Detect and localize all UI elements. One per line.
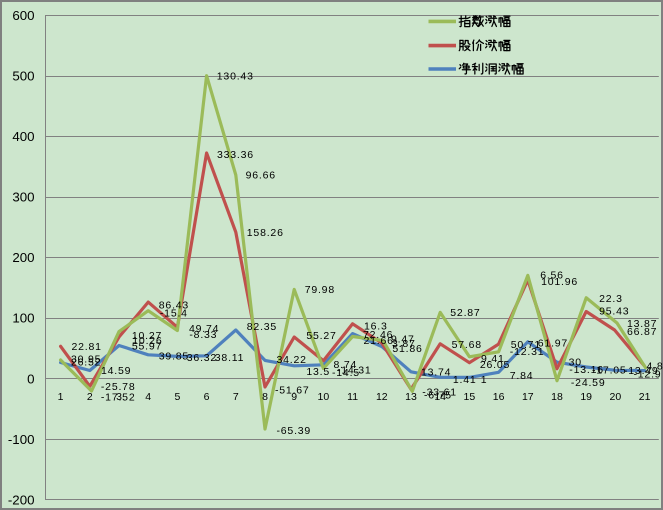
svg-text:-51.67: -51.67 — [275, 385, 310, 397]
svg-text:-17.05: -17.05 — [592, 365, 627, 377]
svg-text:333.36: 333.36 — [217, 149, 254, 161]
svg-text:-13.49: -13.49 — [624, 365, 659, 377]
svg-text:-200: -200 — [8, 492, 35, 507]
svg-text:1.41: 1.41 — [453, 374, 477, 386]
svg-text:30.95: 30.95 — [71, 353, 101, 365]
svg-text:-14.5: -14.5 — [332, 367, 360, 379]
svg-text:-25.78: -25.78 — [101, 381, 136, 393]
svg-text:4: 4 — [145, 391, 151, 403]
svg-text:22.81: 22.81 — [72, 341, 102, 353]
svg-text:38.11: 38.11 — [215, 352, 245, 364]
svg-text:15: 15 — [464, 391, 476, 403]
svg-text:8.74: 8.74 — [334, 359, 358, 371]
svg-text:-12.31: -12.31 — [510, 346, 545, 358]
svg-text:9.47: 9.47 — [391, 334, 415, 346]
svg-text:-65.39: -65.39 — [277, 425, 312, 437]
svg-text:95.43: 95.43 — [599, 306, 629, 318]
svg-text:13: 13 — [405, 391, 417, 403]
svg-text:4.8: 4.8 — [647, 361, 663, 373]
svg-text:51.86: 51.86 — [392, 343, 422, 355]
svg-text:-6.75: -6.75 — [424, 390, 452, 402]
svg-text:-17.52: -17.52 — [101, 391, 136, 403]
svg-text:72.46: 72.46 — [363, 329, 393, 341]
svg-text:-14.31: -14.31 — [337, 365, 372, 377]
svg-text:79.98: 79.98 — [305, 284, 335, 296]
svg-text:7: 7 — [233, 391, 239, 403]
svg-text:8: 8 — [262, 391, 268, 403]
svg-text:130.43: 130.43 — [217, 70, 254, 82]
svg-text:-15.4: -15.4 — [160, 307, 188, 319]
svg-text:1: 1 — [481, 374, 488, 386]
svg-text:50.71: 50.71 — [511, 339, 541, 351]
svg-text:13.74: 13.74 — [421, 366, 451, 378]
svg-text:57.68: 57.68 — [452, 339, 482, 351]
svg-text:-100: -100 — [8, 432, 35, 447]
svg-text:-12.9: -12.9 — [634, 369, 662, 381]
svg-text:300: 300 — [12, 190, 34, 205]
svg-text:6: 6 — [204, 391, 210, 403]
svg-text:5: 5 — [174, 391, 180, 403]
svg-text:19: 19 — [580, 391, 592, 403]
svg-text:2: 2 — [87, 391, 93, 403]
svg-text:82.35: 82.35 — [247, 321, 277, 333]
svg-text:3.87: 3.87 — [392, 338, 416, 350]
svg-text:30: 30 — [569, 357, 582, 369]
svg-text:17: 17 — [522, 391, 534, 403]
svg-text:21.66: 21.66 — [364, 335, 394, 347]
svg-text:-8.33: -8.33 — [189, 329, 217, 341]
svg-text:-13.16: -13.16 — [569, 364, 604, 376]
svg-text:34.22: 34.22 — [277, 354, 307, 366]
svg-text:-33.61: -33.61 — [422, 387, 457, 399]
svg-text:20: 20 — [610, 391, 622, 403]
svg-text:36.32: 36.32 — [187, 352, 217, 364]
svg-text:500: 500 — [12, 69, 34, 84]
svg-text:101.96: 101.96 — [541, 276, 578, 288]
svg-text:66.87: 66.87 — [627, 326, 657, 338]
svg-text:21: 21 — [639, 391, 651, 403]
svg-text:9: 9 — [291, 391, 297, 403]
svg-text:200: 200 — [12, 250, 34, 265]
svg-text:18: 18 — [551, 391, 563, 403]
svg-text:100: 100 — [12, 311, 34, 326]
svg-text:49.74: 49.74 — [189, 323, 219, 335]
svg-text:3: 3 — [116, 391, 122, 403]
svg-text:61.97: 61.97 — [538, 337, 568, 349]
svg-text:14.59: 14.59 — [101, 365, 131, 377]
svg-text:16: 16 — [493, 391, 505, 403]
svg-text:10: 10 — [318, 391, 330, 403]
svg-text:13.5: 13.5 — [306, 366, 330, 378]
svg-text:55.97: 55.97 — [132, 340, 162, 352]
svg-text:52.87: 52.87 — [450, 307, 480, 319]
svg-text:55.27: 55.27 — [306, 330, 336, 342]
svg-text:7.84: 7.84 — [510, 370, 534, 382]
svg-text:6.56: 6.56 — [540, 269, 564, 281]
svg-text:22.3: 22.3 — [599, 293, 623, 305]
svg-text:96.66: 96.66 — [246, 170, 276, 182]
svg-text:14: 14 — [434, 391, 446, 403]
svg-text:0: 0 — [27, 371, 34, 386]
svg-text:600: 600 — [12, 8, 34, 23]
svg-text:-24.59: -24.59 — [571, 377, 606, 389]
svg-text:10.26: 10.26 — [132, 335, 162, 347]
svg-text:9.41: 9.41 — [481, 353, 505, 365]
svg-text:13.87: 13.87 — [627, 318, 657, 330]
svg-text:400: 400 — [12, 129, 34, 144]
svg-text:86.43: 86.43 — [159, 299, 189, 311]
svg-text:16.3: 16.3 — [364, 321, 388, 333]
svg-text:39.85: 39.85 — [159, 350, 189, 362]
svg-text:26.05: 26.05 — [480, 359, 510, 371]
svg-text:11: 11 — [347, 391, 358, 403]
svg-text:158.26: 158.26 — [247, 227, 284, 239]
svg-text:1: 1 — [58, 391, 64, 403]
svg-text:12: 12 — [376, 391, 388, 403]
svg-text:10.27: 10.27 — [132, 330, 162, 342]
svg-text:26.52: 26.52 — [71, 357, 101, 369]
